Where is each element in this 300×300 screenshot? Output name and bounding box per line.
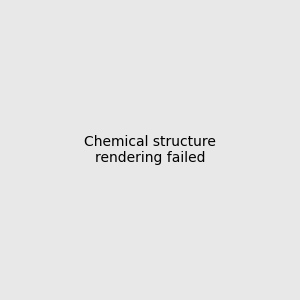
Text: Chemical structure
rendering failed: Chemical structure rendering failed — [84, 135, 216, 165]
